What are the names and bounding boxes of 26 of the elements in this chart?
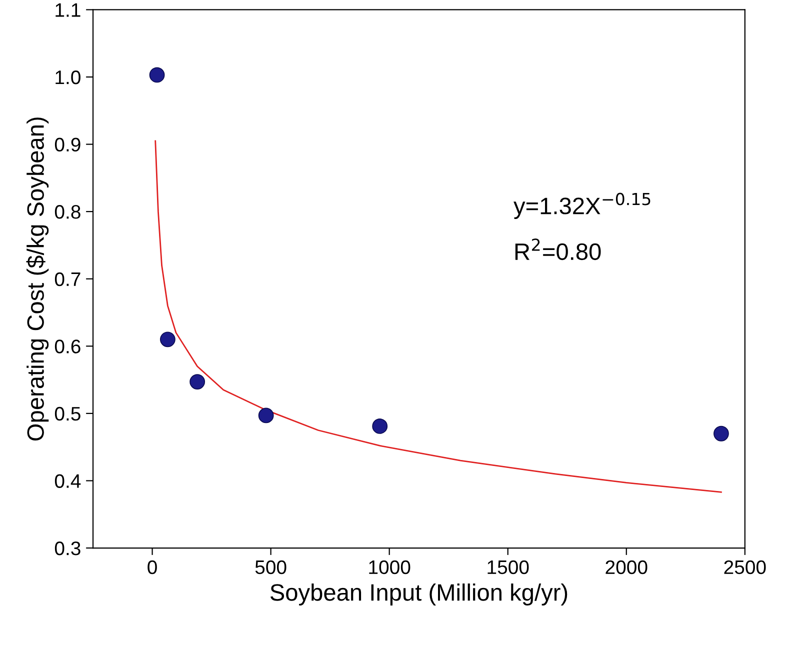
point: [714, 426, 729, 442]
line-series: [154, 140, 722, 493]
annotation: y=1.32X$^{−0.15}$: [514, 192, 650, 219]
y-tick-label: 0.3: [54, 541, 80, 556]
x-tick-label: 1000: [369, 560, 410, 574]
point: [149, 67, 165, 83]
y-tick-label: 0.9: [54, 138, 80, 152]
x-tick-label: 2500: [724, 560, 766, 574]
y-tick-label: 1.0: [56, 70, 80, 84]
x-tick-label: 0: [148, 560, 157, 574]
point: [372, 418, 388, 434]
y-tick-label: 0.6: [54, 340, 80, 354]
point: [258, 408, 274, 424]
point: [190, 374, 206, 390]
y-axis-title: Operating Cost ($/kg Soybean): [26, 118, 49, 440]
y-tick-label: 1.1: [56, 3, 80, 17]
x-tick-label: 500: [255, 560, 286, 574]
y-tick-label: 0.4: [54, 474, 81, 488]
y-tick-label: 0.5: [54, 406, 80, 421]
annotation: R$^{2}$=0.80: [515, 238, 601, 260]
y-tick-label: 0.7: [54, 272, 80, 286]
x-tick-label: 2000: [606, 560, 648, 574]
point: [160, 332, 176, 348]
x-axis-title: Soybean Input (Million kg/yr): [270, 583, 568, 606]
x-tick-label: 1500: [488, 560, 529, 574]
y-tick-label: 0.8: [54, 205, 80, 219]
